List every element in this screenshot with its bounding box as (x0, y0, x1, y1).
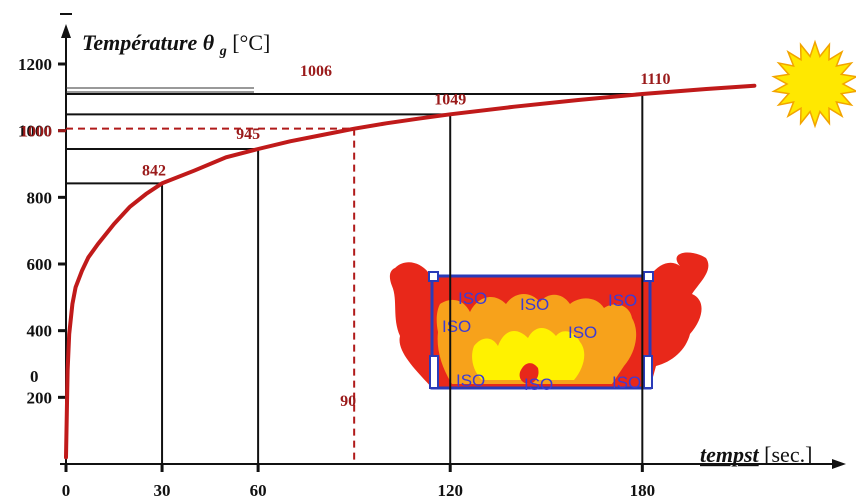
y-tick-label: 400 (27, 322, 53, 341)
x-tick-label: 0 (62, 481, 71, 500)
data-label: 1110 (640, 71, 670, 88)
y-tick-label: 1000 (18, 122, 52, 141)
data-label: 1049 (434, 91, 466, 108)
data-labels: 842 945 1006 90 1049 1110 (142, 63, 671, 410)
y-tick-label: 800 (27, 188, 53, 207)
fire-icon: ISO ISO ISO ISO ISO ISO ISO ISO (389, 252, 709, 394)
y-stray-label: 0 (30, 367, 39, 386)
data-label: 842 (142, 162, 166, 179)
temperature-curve (64, 83, 757, 460)
sun-icon (771, 39, 856, 129)
x-ticks: 0 30 60 120 180 (62, 464, 655, 500)
furnace-iso-label: ISO (456, 371, 485, 390)
y-tick-label: 200 (27, 388, 53, 407)
x-axis-title: tempst [sec.] (700, 442, 812, 467)
axes (60, 13, 846, 469)
data-label: 1006 (300, 63, 332, 80)
y-axis-arrow (61, 24, 71, 38)
x-highlight-label: 90 (340, 393, 356, 410)
guide-lines (66, 93, 644, 464)
furnace-iso-label: ISO (608, 291, 637, 310)
x-tick-label: 120 (437, 481, 463, 500)
furnace-iso-label: ISO (520, 295, 549, 314)
y-highlight-label: 1000 (20, 124, 52, 141)
x-axis-arrow (832, 459, 846, 469)
data-label: 945 (236, 126, 260, 143)
x-tick-label: 180 (630, 481, 656, 500)
x-tick-label: 30 (154, 481, 171, 500)
furnace-iso-label: ISO (524, 375, 553, 394)
x-tick-label: 60 (250, 481, 267, 500)
y-tick-label: 1200 (18, 55, 52, 74)
furnace-iso-label: ISO (568, 323, 597, 342)
y-tick-label: 600 (27, 255, 53, 274)
furnace-iso-label: ISO (612, 373, 641, 392)
y-axis-title: Température θ g [°C] (82, 30, 270, 60)
furnace-iso-label: ISO (458, 289, 487, 308)
furnace-iso-label: ISO (442, 317, 471, 336)
